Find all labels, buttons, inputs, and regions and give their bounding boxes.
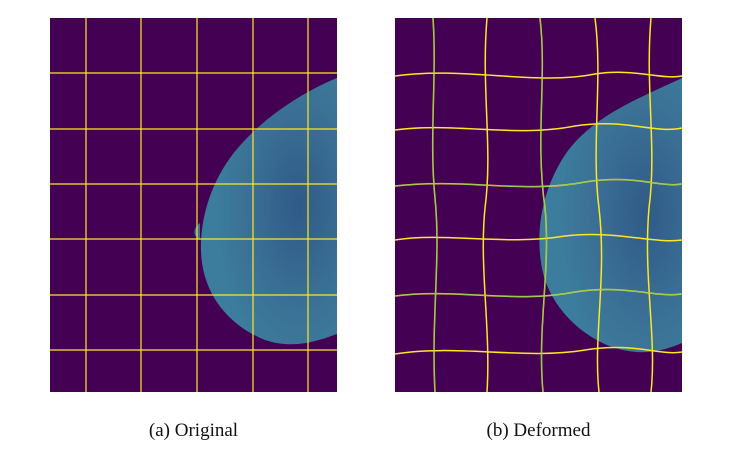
caption-deformed: (b) Deformed: [486, 420, 591, 441]
grid-halo: [395, 18, 682, 392]
original-image-panel: [50, 18, 337, 392]
regular-grid: [50, 18, 337, 392]
deformed-mammogram-grid: [395, 18, 682, 392]
caption-original: (a) Original: [148, 420, 239, 441]
breast-tissue: [200, 78, 337, 345]
original-mammogram-grid: [50, 18, 337, 392]
breast-tissue: [539, 78, 682, 353]
deformed-image-panel: [395, 18, 682, 392]
